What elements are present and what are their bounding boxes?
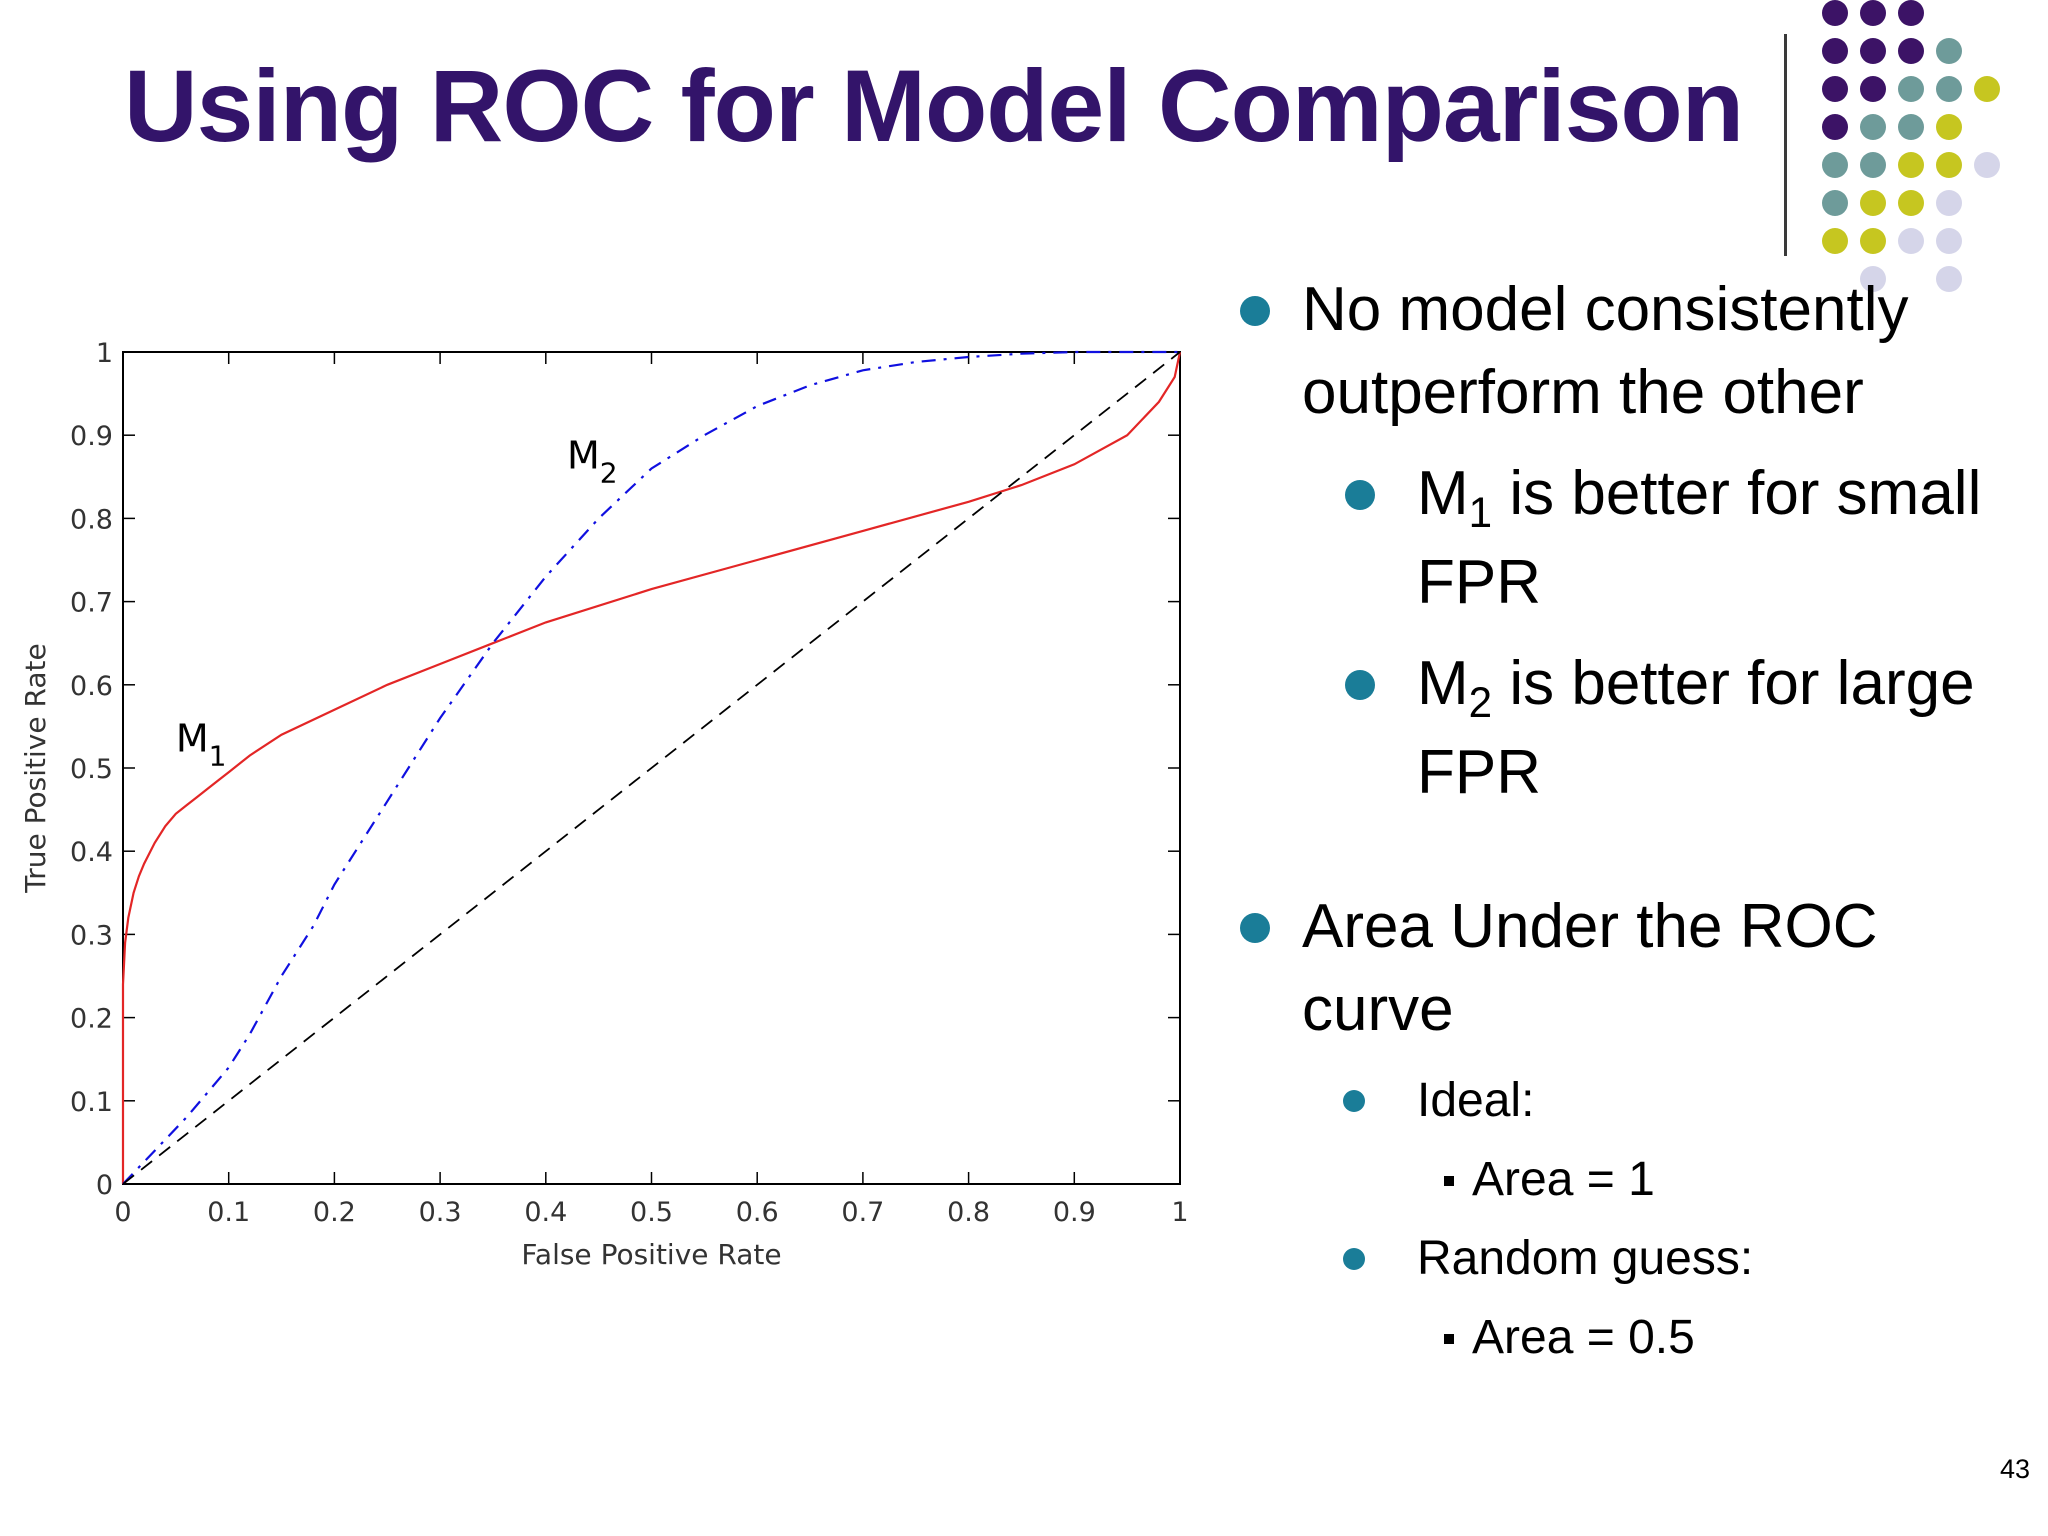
decor-dot bbox=[1898, 114, 1924, 140]
y-tick-label: 0.8 bbox=[70, 504, 113, 535]
bullet-text: Area = 0.5 bbox=[1472, 1311, 1695, 1364]
bullet-text-prefix: M bbox=[1417, 649, 1469, 718]
y-tick-label: 0.7 bbox=[70, 588, 113, 619]
bullet-text: Random guess: bbox=[1417, 1232, 1754, 1285]
series-m1-line bbox=[121, 351, 1182, 1184]
y-tick-label: 0 bbox=[96, 1170, 113, 1201]
bullet-m2-better: M2 is better for large FPR bbox=[1240, 642, 2030, 814]
bullet-ideal-area: Area = 1 bbox=[1240, 1140, 2030, 1219]
square-bullet-icon bbox=[1444, 1176, 1454, 1186]
decor-dot bbox=[1936, 190, 1962, 216]
bullet-dot-icon bbox=[1345, 480, 1375, 510]
series-random-line bbox=[122, 351, 1181, 1185]
bullet-dot-icon bbox=[1345, 670, 1375, 700]
roc-chart: 0 0.1 0.2 0.3 0.4 0.5 0.6 0.7 0.8 0.9 1 0 0.1 0.2 0.3 0… bbox=[19, 338, 1189, 1271]
y-tick-label: 0.6 bbox=[70, 671, 113, 702]
decor-dot bbox=[1936, 152, 1962, 178]
x-tick-label: 0.4 bbox=[524, 1197, 567, 1228]
bullet-text-subscript: 2 bbox=[1468, 678, 1493, 726]
y-tick-label: 0.4 bbox=[70, 837, 113, 868]
x-tick-label: 0 bbox=[114, 1197, 131, 1228]
bullet-list: No model consistently outperform the oth… bbox=[1240, 268, 2030, 1377]
decor-dot bbox=[1898, 76, 1924, 102]
y-tick-label: 0.1 bbox=[70, 1087, 113, 1118]
x-tick-label: 0.8 bbox=[947, 1197, 990, 1228]
bullet-m1-better: M1 is better for small FPR bbox=[1240, 452, 2030, 624]
bullet-text-prefix: M bbox=[1417, 459, 1469, 528]
decor-dot bbox=[1822, 0, 1848, 26]
decor-dot bbox=[1898, 152, 1924, 178]
decor-dot bbox=[1936, 76, 1962, 102]
bullet-dot-icon bbox=[1240, 296, 1270, 326]
decor-dot bbox=[1822, 114, 1848, 140]
decor-dot bbox=[1860, 0, 1886, 26]
decor-dot bbox=[1936, 228, 1962, 254]
title-divider bbox=[1784, 34, 1787, 256]
decor-dot bbox=[1974, 152, 2000, 178]
series-m2-line bbox=[122, 350, 1180, 1185]
decor-dot bbox=[1822, 152, 1848, 178]
bullet-dot-icon bbox=[1343, 1248, 1365, 1270]
bullet-text-suffix: is better for small FPR bbox=[1417, 459, 1982, 617]
x-tick-label: 0.1 bbox=[207, 1197, 250, 1228]
x-tick-label: 0.3 bbox=[419, 1197, 462, 1228]
x-tick-label: 0.6 bbox=[736, 1197, 779, 1228]
y-tick-label: 0.5 bbox=[70, 754, 113, 785]
x-tick-label: 1 bbox=[1171, 1197, 1188, 1228]
x-tick-label: 0.7 bbox=[841, 1197, 884, 1228]
x-tick-label: 0.9 bbox=[1053, 1197, 1096, 1228]
y-axis-label: True Positive Rate bbox=[19, 643, 52, 893]
decor-dot bbox=[1860, 114, 1886, 140]
y-tick-label: 1 bbox=[96, 338, 113, 369]
bullet-no-model: No model consistently outperform the oth… bbox=[1240, 268, 2030, 434]
bullet-random-guess: Random guess: bbox=[1240, 1219, 2030, 1298]
decor-dot bbox=[1860, 266, 1886, 292]
decor-dot bbox=[1822, 76, 1848, 102]
decorative-dot-grid bbox=[1822, 0, 2000, 292]
x-axis-label: False Positive Rate bbox=[521, 1238, 781, 1271]
bullet-ideal: Ideal: bbox=[1240, 1061, 2030, 1140]
y-tick-label: 0.3 bbox=[70, 920, 113, 951]
decor-dot bbox=[1860, 152, 1886, 178]
decor-dot bbox=[1860, 228, 1886, 254]
decor-dot bbox=[1898, 228, 1924, 254]
page-number: 43 bbox=[1999, 1454, 2030, 1484]
decor-dot bbox=[1936, 114, 1962, 140]
decor-dot bbox=[1860, 190, 1886, 216]
bullet-text-subscript: 1 bbox=[1468, 488, 1493, 536]
decor-dot bbox=[1822, 190, 1848, 216]
decor-dot bbox=[1898, 38, 1924, 64]
decor-dot bbox=[1936, 38, 1962, 64]
decor-dot bbox=[1974, 76, 2000, 102]
bullet-auc: Area Under the ROC curve bbox=[1240, 885, 2030, 1051]
series-label-m1: M1 bbox=[176, 716, 227, 772]
decor-dot bbox=[1860, 38, 1886, 64]
decor-dot bbox=[1822, 228, 1848, 254]
decor-dot bbox=[1860, 76, 1886, 102]
slide-title: Using ROC for Model Comparison bbox=[124, 49, 1744, 163]
x-tick-label: 0.5 bbox=[630, 1197, 673, 1228]
decor-dot bbox=[1898, 0, 1924, 26]
bullet-dot-icon bbox=[1240, 913, 1270, 943]
y-tick-label: 0.9 bbox=[70, 421, 113, 452]
bullet-text: Area Under the ROC curve bbox=[1302, 892, 1878, 1044]
bullet-text: Area = 1 bbox=[1472, 1153, 1655, 1206]
bullet-text-suffix: is better for large FPR bbox=[1417, 649, 1975, 807]
bullet-text: No model consistently outperform the oth… bbox=[1302, 275, 1909, 427]
bullet-random-area: Area = 0.5 bbox=[1240, 1298, 2030, 1377]
bullet-text: Ideal: bbox=[1417, 1074, 1535, 1127]
decor-dot bbox=[1936, 266, 1962, 292]
decor-dot bbox=[1898, 190, 1924, 216]
y-tick-label: 0.2 bbox=[70, 1004, 113, 1035]
x-tick-label: 0.2 bbox=[313, 1197, 356, 1228]
series-label-m2: M2 bbox=[567, 433, 618, 489]
square-bullet-icon bbox=[1444, 1334, 1454, 1344]
decor-dot bbox=[1822, 38, 1848, 64]
bullet-dot-icon bbox=[1343, 1090, 1365, 1112]
